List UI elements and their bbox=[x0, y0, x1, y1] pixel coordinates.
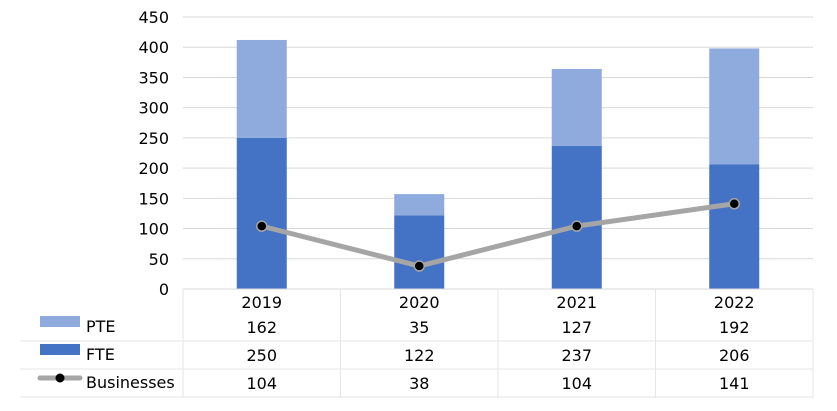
line-point-businesses-2019 bbox=[256, 220, 268, 232]
x-tick-label: 2020 bbox=[399, 293, 440, 312]
y-tick-label: 350 bbox=[138, 68, 169, 87]
bar-fte-2021 bbox=[551, 145, 602, 289]
table-cell: 162 bbox=[246, 318, 277, 337]
x-axis-tick-labels: 2019 2020 2021 2022 bbox=[183, 288, 813, 312]
line-point-businesses-2021 bbox=[571, 220, 583, 232]
table-series-label: Businesses bbox=[86, 373, 175, 392]
legend-key-businesses-marker bbox=[55, 373, 65, 383]
bar-pte-2021 bbox=[551, 68, 602, 146]
businesses-line bbox=[256, 198, 740, 272]
table-cell: 250 bbox=[246, 346, 277, 365]
line-point-businesses-2022 bbox=[728, 198, 740, 210]
legend-key-fte bbox=[40, 344, 80, 355]
table-cell: 192 bbox=[719, 318, 750, 337]
y-tick-label: 250 bbox=[138, 129, 169, 148]
y-tick-label: 200 bbox=[138, 159, 169, 178]
table-cell: 35 bbox=[409, 318, 429, 337]
table-cell: 104 bbox=[246, 374, 277, 393]
table-cell: 38 bbox=[409, 374, 429, 393]
bar-pte-2020 bbox=[394, 194, 445, 216]
table-cell: 122 bbox=[404, 346, 435, 365]
x-tick-label: 2021 bbox=[556, 293, 597, 312]
y-tick-label: 150 bbox=[138, 189, 169, 208]
table-cell: 206 bbox=[719, 346, 750, 365]
y-tick-label: 400 bbox=[138, 38, 169, 57]
line-businesses bbox=[261, 201, 735, 269]
table-series-label: PTE bbox=[86, 317, 116, 336]
gridlines bbox=[183, 16, 813, 290]
line-point-businesses-2020 bbox=[413, 260, 425, 272]
y-tick-label: 300 bbox=[138, 99, 169, 118]
table-series-label: FTE bbox=[86, 345, 115, 364]
y-tick-label: 450 bbox=[138, 8, 169, 27]
bar-pte-2019 bbox=[236, 39, 287, 138]
bar-fte-2022 bbox=[709, 164, 760, 289]
y-tick-label: 50 bbox=[149, 250, 169, 269]
y-tick-label: 100 bbox=[138, 220, 169, 239]
table-cell: 104 bbox=[561, 374, 592, 393]
data-table: PTE 162 35 127 192 FTE 250 122 237 206 Businesses 1… bbox=[20, 289, 814, 398]
bars bbox=[236, 39, 760, 289]
bar-pte-2022 bbox=[709, 48, 760, 165]
x-tick-label: 2019 bbox=[241, 293, 282, 312]
x-tick-label: 2022 bbox=[714, 293, 755, 312]
y-axis-tick-labels: 0 50 100 150 200 250 300 350 400 450 bbox=[138, 8, 169, 299]
table-cell: 127 bbox=[561, 318, 592, 337]
table-cell: 141 bbox=[719, 374, 750, 393]
table-cell: 237 bbox=[561, 346, 592, 365]
bar-fte-2019 bbox=[236, 137, 287, 289]
bar-fte-2020 bbox=[394, 215, 445, 289]
y-tick-label: 0 bbox=[159, 280, 169, 299]
legend-key-pte bbox=[40, 316, 80, 327]
